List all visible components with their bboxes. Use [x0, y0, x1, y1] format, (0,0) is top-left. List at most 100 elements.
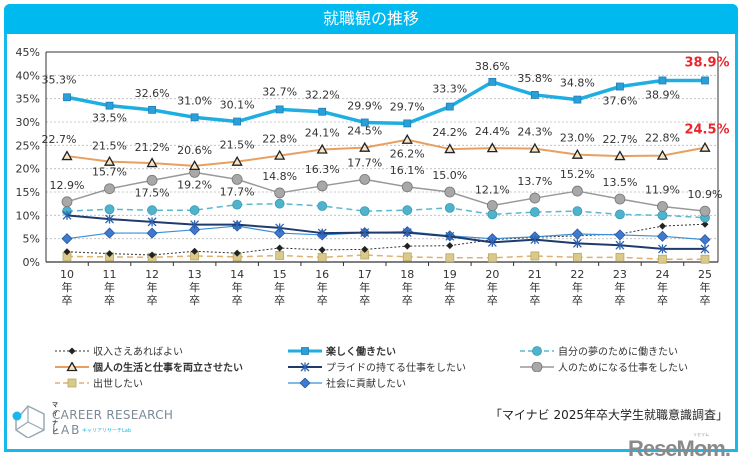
series-line: [66, 214, 705, 250]
data-label: 12.9%: [50, 179, 85, 192]
data-point: [63, 248, 71, 256]
data-point: [301, 346, 309, 355]
data-point: [532, 345, 542, 356]
data-label: 15.7%: [92, 166, 127, 179]
data-label: 33.3%: [432, 83, 467, 96]
y-tick-label: 40%: [16, 69, 40, 82]
data-point: [360, 228, 370, 238]
data-point: [67, 378, 77, 387]
data-point: [360, 118, 369, 127]
data-point: [658, 254, 667, 264]
data-point: [488, 77, 497, 86]
data-point: [699, 205, 711, 217]
x-tick-label: 25年卒: [698, 268, 712, 307]
x-tick-text: 13: [188, 268, 202, 281]
data-point: [531, 361, 543, 372]
data-point: [403, 119, 412, 128]
data-point: [317, 228, 327, 238]
x-tick-text: 年: [359, 280, 370, 294]
data-label: 32.6%: [135, 87, 170, 100]
highlight-label: 24.5%: [684, 123, 729, 138]
data-label: 24.2%: [432, 126, 467, 139]
data-point: [572, 238, 582, 248]
data-label: 21.5%: [92, 140, 127, 153]
legend-label: 人のためになる仕事をしたい: [558, 363, 688, 374]
data-point: [318, 246, 326, 254]
data-point: [530, 235, 540, 245]
x-tick-text: 年: [274, 280, 285, 294]
data-label: 38.6%: [475, 60, 510, 73]
series-5: [61, 166, 711, 217]
legend-swatch-icon: [288, 377, 322, 388]
x-tick-text: 24: [655, 268, 669, 281]
data-label: 23.0%: [560, 132, 595, 145]
data-label: 12.1%: [475, 184, 510, 197]
data-label: 15.2%: [560, 168, 595, 181]
legend-label: 楽しく働きたい: [326, 347, 396, 358]
data-label: 13.7%: [517, 175, 552, 188]
x-tick-text: 卒: [402, 293, 413, 307]
data-label: 32.7%: [262, 85, 297, 98]
series-line: [66, 78, 705, 126]
data-label: 20.6%: [177, 144, 212, 157]
x-tick-text: 年: [529, 280, 540, 294]
x-tick-text: 卒: [487, 293, 498, 307]
data-point: [402, 252, 412, 262]
data-point: [572, 206, 583, 217]
data-point: [529, 207, 540, 217]
data-point: [444, 202, 455, 213]
data-point: [701, 76, 709, 85]
data-point: [402, 205, 413, 216]
data-label: 32.2%: [305, 89, 340, 102]
data-point: [444, 143, 456, 154]
x-tick-text: 卒: [700, 293, 711, 307]
data-point: [359, 141, 371, 152]
data-point: [146, 227, 158, 239]
data-point: [614, 229, 626, 241]
legend-item: 自分の夢のために働きたい: [520, 343, 678, 358]
x-tick-text: 卒: [104, 293, 115, 307]
x-tick-text: 卒: [147, 293, 158, 307]
data-point: [316, 143, 328, 154]
data-point: [105, 214, 114, 224]
y-tick-label: 45%: [16, 46, 40, 59]
data-point: [573, 252, 582, 262]
legend-swatch-icon: [520, 345, 554, 356]
resemom-watermark: ReseMom.: [627, 436, 731, 461]
data-point: [402, 228, 412, 238]
data-label: 24.3%: [517, 126, 552, 139]
x-tick-text: 卒: [62, 293, 73, 307]
data-point: [188, 160, 201, 171]
data-point: [103, 155, 116, 166]
series-1: [63, 76, 709, 128]
y-tick-label: 5%: [23, 233, 40, 246]
data-label: 24.1%: [305, 127, 340, 140]
y-axis-ticks: 0% 5% 10% 15% 20% 25% 30% 35% 40% 45%: [16, 46, 40, 269]
data-label: 22.7%: [602, 133, 637, 146]
x-tick-text: 12: [145, 268, 159, 281]
data-label: 17.5%: [135, 186, 170, 199]
data-point: [614, 150, 626, 161]
data-point: [190, 220, 200, 230]
legend-swatch-icon: [288, 346, 322, 355]
legend-label: 自分の夢のために働きたい: [558, 347, 678, 358]
x-tick-text: 卒: [444, 293, 455, 307]
data-point: [104, 204, 115, 215]
x-tick-text: 卒: [572, 293, 583, 307]
data-point: [146, 174, 158, 186]
data-point: [699, 234, 711, 246]
data-point: [486, 142, 498, 153]
data-point: [445, 253, 455, 263]
data-point: [573, 95, 582, 104]
x-tick-text: 卒: [232, 293, 243, 307]
data-point: [658, 222, 666, 230]
data-point: [231, 173, 243, 185]
data-point: [700, 244, 710, 254]
legend-label: 社会に貢献したい: [326, 379, 406, 390]
data-point: [658, 244, 667, 254]
x-tick-text: 17: [358, 268, 372, 281]
x-tick-text: 16: [315, 268, 329, 281]
x-tick-text: 年: [62, 280, 73, 294]
